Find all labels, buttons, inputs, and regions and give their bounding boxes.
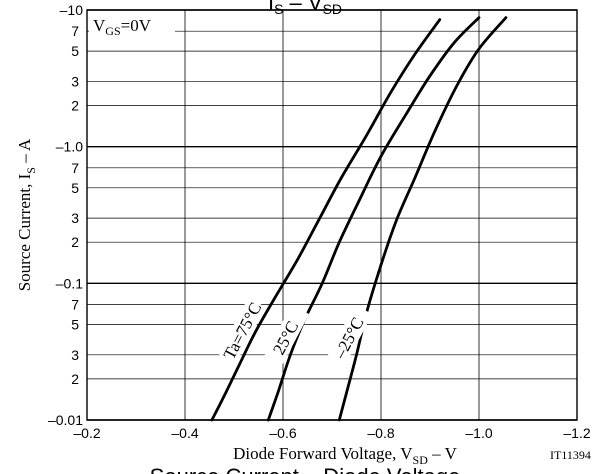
y-tick-label: –0.1 [56, 275, 83, 291]
condition-label-background [89, 13, 175, 37]
x-tick-label: –0.8 [367, 425, 394, 441]
series-line-0 [210, 18, 442, 422]
bottom-text-fragment: Source Current – Diode Voltage [150, 464, 461, 474]
y-tick-label: 3 [71, 73, 79, 89]
y-axis-label: Source Current, IS – A [15, 138, 38, 291]
y-tick-label: 2 [71, 371, 79, 387]
series-annotation-label: –25°C [330, 314, 368, 362]
y-tick-label: 3 [71, 210, 79, 226]
x-tick-label: –0.2 [73, 425, 100, 441]
annotation-background [324, 304, 373, 371]
y-tick-label: 7 [71, 297, 79, 313]
annotation-background [218, 297, 266, 364]
y-tick-label: 2 [71, 98, 79, 114]
annotation-background [261, 304, 310, 371]
y-tick-label: 7 [71, 23, 79, 39]
plot-frame [86, 9, 578, 421]
x-tick-label: –0.6 [269, 425, 296, 441]
y-tick-label: 7 [71, 160, 79, 176]
chart-title-fragment: IS – VSD [268, 0, 342, 17]
series-annotation-label: Ta=75°C [220, 299, 266, 362]
y-tick-label: –0.01 [48, 412, 83, 428]
series-line-1 [266, 16, 481, 422]
y-tick-label: 5 [71, 43, 79, 59]
y-tick-label: 5 [71, 316, 79, 332]
x-tick-label: –0.4 [171, 425, 198, 441]
y-tick-label: 2 [71, 234, 79, 250]
x-tick-label: –1.0 [465, 425, 492, 441]
condition-label: VGS=0V [93, 16, 152, 38]
y-tick-labels: –0.01 –0.1 –1.0 –10 2 3 5 7 2 3 5 7 2 3 5 7 [48, 2, 83, 428]
x-tick-labels: –0.2 –0.4 –0.6 –0.8 –1.0 –1.2 [73, 425, 590, 441]
y-tick-label: 5 [71, 180, 79, 196]
y-tick-label: –1.0 [56, 139, 83, 155]
y-tick-label: –10 [60, 2, 84, 18]
x-axis-label: Diode Forward Voltage, VSD – V [233, 444, 457, 467]
x-tick-label: –1.2 [563, 425, 590, 441]
series-lines [210, 16, 508, 422]
y-tick-label: 3 [71, 347, 79, 363]
series-line-2 [337, 16, 508, 422]
figure-code: IT11394 [550, 448, 591, 462]
